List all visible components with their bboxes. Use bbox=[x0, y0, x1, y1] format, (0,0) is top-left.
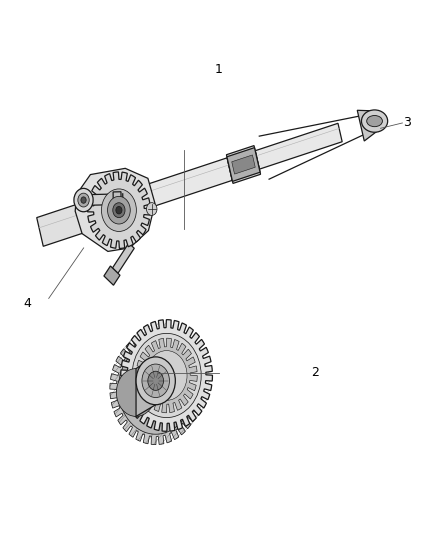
Polygon shape bbox=[141, 158, 232, 209]
Circle shape bbox=[136, 357, 175, 405]
Circle shape bbox=[148, 371, 163, 390]
Polygon shape bbox=[37, 183, 147, 246]
Polygon shape bbox=[88, 172, 150, 248]
Circle shape bbox=[118, 343, 193, 434]
Polygon shape bbox=[136, 338, 197, 413]
Polygon shape bbox=[121, 320, 212, 431]
Circle shape bbox=[146, 351, 187, 400]
Circle shape bbox=[142, 364, 170, 398]
Polygon shape bbox=[227, 148, 260, 181]
Polygon shape bbox=[104, 266, 120, 285]
Circle shape bbox=[74, 188, 93, 212]
Circle shape bbox=[108, 196, 130, 224]
Ellipse shape bbox=[117, 368, 155, 416]
Text: 2: 2 bbox=[311, 366, 319, 379]
Polygon shape bbox=[255, 123, 342, 169]
Polygon shape bbox=[113, 192, 121, 207]
Circle shape bbox=[102, 189, 136, 231]
Ellipse shape bbox=[361, 110, 388, 132]
Polygon shape bbox=[113, 243, 134, 273]
Text: 3: 3 bbox=[403, 117, 411, 130]
Polygon shape bbox=[75, 168, 155, 252]
Polygon shape bbox=[226, 146, 261, 183]
Circle shape bbox=[146, 203, 157, 215]
Circle shape bbox=[116, 206, 122, 214]
Circle shape bbox=[132, 333, 201, 417]
Text: 4: 4 bbox=[23, 297, 31, 310]
Text: 1: 1 bbox=[215, 63, 223, 76]
Polygon shape bbox=[84, 194, 123, 205]
Circle shape bbox=[81, 197, 86, 203]
Circle shape bbox=[78, 193, 89, 207]
Polygon shape bbox=[110, 333, 201, 445]
Polygon shape bbox=[357, 110, 377, 141]
Polygon shape bbox=[232, 155, 255, 174]
Circle shape bbox=[113, 203, 125, 217]
Polygon shape bbox=[136, 357, 155, 416]
Ellipse shape bbox=[367, 116, 382, 127]
